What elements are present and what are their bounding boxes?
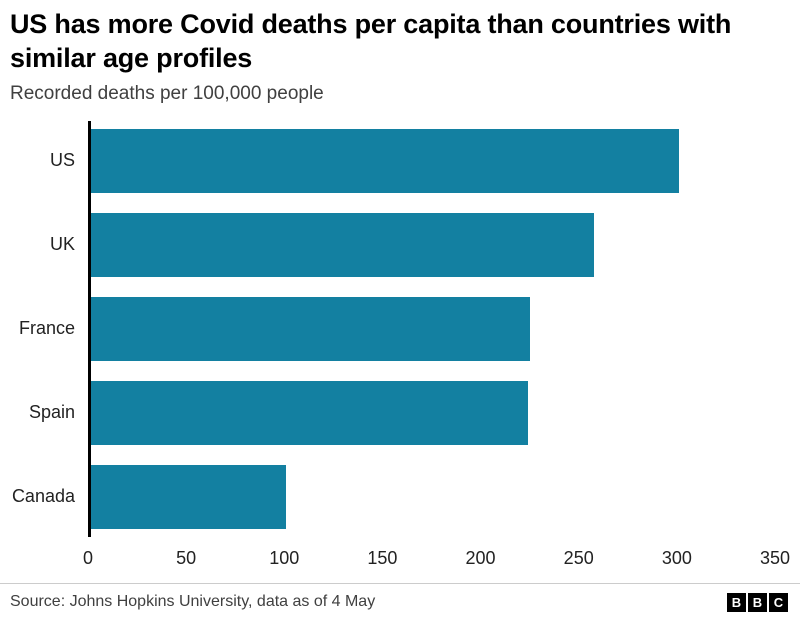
chart-header: US has more Covid deaths per capita than…: [0, 0, 800, 105]
bar: [88, 128, 679, 193]
bar: [88, 212, 595, 277]
bar-row: Spain: [0, 371, 775, 455]
category-label: UK: [49, 234, 75, 254]
chart-title: US has more Covid deaths per capita than…: [10, 9, 732, 73]
x-tick-label: 0: [82, 547, 94, 568]
bar-row: Canada: [0, 455, 775, 539]
x-tick-label: 100: [269, 547, 300, 568]
x-tick-label: 250: [563, 547, 594, 568]
plot-area: US UK France Spain Canada: [0, 119, 775, 539]
chart-footer: Source: Johns Hopkins University, data a…: [0, 582, 800, 612]
source-text: Source: Johns Hopkins University, data a…: [10, 593, 376, 610]
x-tick-label: 200: [465, 547, 496, 568]
x-tick-label: 300: [661, 547, 692, 568]
bar: [88, 464, 287, 529]
bbc-logo-letter: C: [769, 592, 788, 612]
bar: [88, 296, 530, 361]
x-tick-label: 50: [176, 547, 197, 568]
category-label: Spain: [28, 402, 75, 422]
category-label: France: [18, 318, 75, 338]
category-label: US: [49, 150, 75, 170]
bar-track: [88, 380, 775, 445]
bar: [88, 380, 528, 445]
bar-track: [88, 128, 775, 193]
y-axis-line: [88, 120, 91, 537]
bar-row: US: [0, 119, 775, 203]
chart-subtitle: Recorded deaths per 100,000 people: [10, 82, 324, 104]
bar-track: [88, 296, 775, 361]
bar-row: France: [0, 287, 775, 371]
x-tick-label: 150: [367, 547, 398, 568]
bbc-logo-letter: B: [748, 592, 767, 612]
bbc-logo-letter: B: [727, 592, 746, 612]
bar-chart: US UK France Spain Canada 0 50 100 150 200 250 300…: [0, 119, 800, 575]
bar-track: [88, 464, 775, 529]
bar-row: UK: [0, 203, 775, 287]
x-axis-ticks: 0 50 100 150 200 250 300 350: [83, 539, 790, 575]
bar-track: [88, 212, 775, 277]
category-label: Canada: [11, 486, 75, 506]
x-tick-label: 350: [759, 547, 791, 568]
